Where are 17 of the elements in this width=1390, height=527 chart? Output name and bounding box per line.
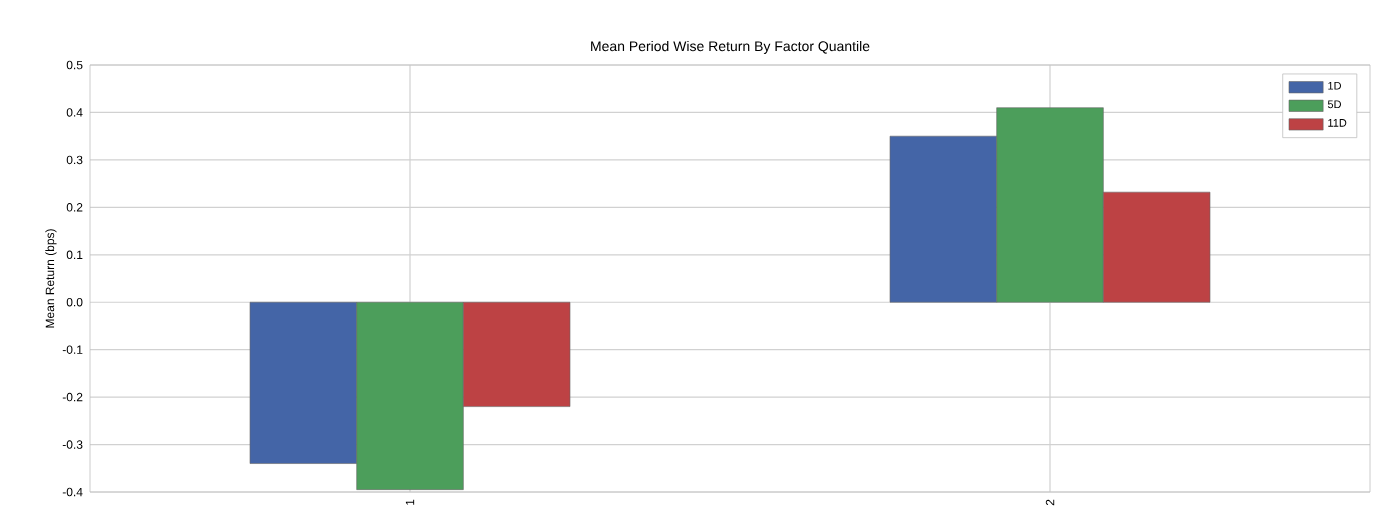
y-tick-label: -0.4 bbox=[62, 487, 83, 497]
legend-label: 5D bbox=[1327, 100, 1341, 109]
x-tick-label: 2 bbox=[1045, 499, 1055, 506]
y-tick-label: 0.4 bbox=[66, 108, 83, 117]
legend-label: 11D bbox=[1328, 119, 1347, 127]
y-tick-label: 0.5 bbox=[66, 60, 83, 70]
y-tick-label: -0.1 bbox=[62, 345, 83, 354]
y-axis-title: Mean Return (bps) bbox=[45, 229, 57, 328]
y-tick-label: 0.0 bbox=[66, 297, 83, 307]
y-tick-label: -0.3 bbox=[62, 440, 83, 449]
y-tick-label: 0.2 bbox=[66, 203, 83, 212]
y-tick-label: -0.2 bbox=[62, 392, 83, 402]
x-tick-label: 1 bbox=[405, 499, 415, 505]
y-tick-label: 0.1 bbox=[66, 250, 83, 260]
y-tick-label: 0.3 bbox=[66, 155, 83, 165]
chart-title: Mean Period Wise Return By Factor Quantile bbox=[591, 40, 870, 54]
legend-label: 1D bbox=[1328, 81, 1341, 90]
